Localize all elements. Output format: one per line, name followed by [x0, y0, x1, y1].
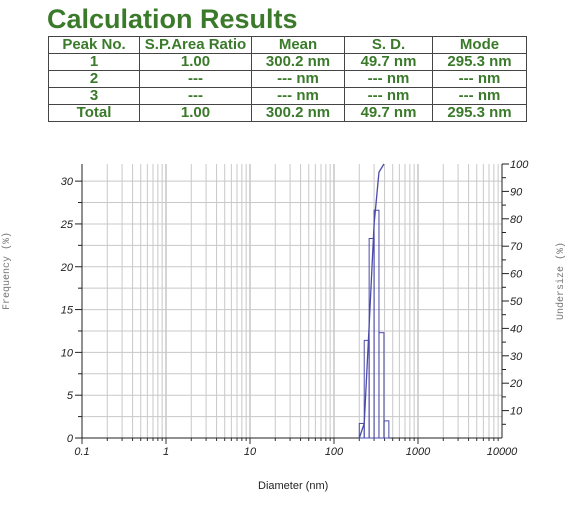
x-tick-label: 100: [325, 446, 344, 458]
histogram-bar: [363, 339, 370, 439]
table-cell: 1.00: [139, 53, 252, 71]
results-table: Peak No. S.P.Area Ratio Mean S. D. Mode …: [48, 36, 527, 122]
x-tick-label: 0.1: [74, 446, 89, 458]
chart-svg: 0 5 10 15 20 25 30 10 20 30 40 50 60 70 80 90 100 0.1 1 10 1…: [60, 159, 529, 458]
y-tick-label-left: 5: [67, 390, 74, 402]
y-tick-label-left: 30: [61, 176, 74, 188]
column-header: Mean: [251, 36, 345, 54]
table-cell: 300.2 nm: [251, 104, 345, 122]
y-tick-label-right: 80: [510, 214, 523, 226]
y-tick-label-right: 60: [510, 269, 523, 281]
column-header: S.P.Area Ratio: [139, 36, 252, 54]
table-cell: --- nm: [344, 70, 433, 88]
y-tick-label-right: 10: [510, 406, 523, 418]
table-cell: 2: [48, 70, 140, 88]
x-tick-label: 1: [163, 446, 169, 458]
y-tick-label-right: 20: [509, 378, 523, 390]
table-cell: ---: [139, 70, 252, 88]
table-header-row: Peak No. S.P.Area Ratio Mean S. D. Mode: [48, 36, 527, 54]
column-header: Mode: [432, 36, 527, 54]
size-distribution-chart: 0 5 10 15 20 25 30 10 20 30 40 50 60 70 80 90 100 0.1 1 10 1…: [0, 140, 585, 506]
y-tick-label-right: 40: [510, 323, 523, 335]
y-tick-label-right: 50: [510, 296, 523, 308]
histogram-bar: [378, 332, 385, 439]
table-cell: 295.3 nm: [432, 104, 527, 122]
y-tick-label-left: 20: [60, 262, 74, 274]
table-cell: 1.00: [139, 104, 252, 122]
table-cell: --- nm: [344, 87, 433, 105]
undersize-curve: [358, 163, 385, 439]
table-cell: --- nm: [432, 70, 527, 88]
y-tick-label-right: 90: [510, 186, 523, 198]
table-cell: 295.3 nm: [432, 53, 527, 71]
column-header: S. D.: [344, 36, 433, 54]
table-cell: 300.2 nm: [251, 53, 345, 71]
table-cell: 1: [48, 53, 140, 71]
table-cell: --- nm: [432, 87, 527, 105]
x-axis-label: Diameter (nm): [258, 480, 329, 492]
table-row: 2 --- --- nm --- nm --- nm: [48, 70, 527, 88]
table-cell: 49.7 nm: [344, 104, 433, 122]
y-axis-left-label: Frequency (%): [2, 231, 13, 310]
y-axis-right-label: Undersize (%): [556, 241, 567, 320]
table-cell: Total: [48, 104, 140, 122]
table-cell: 3: [48, 87, 140, 105]
table-row: Total 1.00 300.2 nm 49.7 nm 295.3 nm: [48, 104, 527, 122]
histogram-bar: [383, 420, 390, 439]
x-tick-label: 10: [244, 446, 257, 458]
column-header: Peak No.: [48, 36, 140, 54]
y-tick-label-left: 25: [60, 219, 74, 231]
table-cell: --- nm: [251, 70, 345, 88]
x-tick-label: 1000: [406, 446, 431, 458]
histogram-bar: [373, 209, 380, 439]
y-tick-label-left: 10: [61, 347, 74, 359]
y-tick-label-left: 0: [67, 433, 74, 445]
y-tick-label-left: 15: [61, 305, 74, 317]
table-cell: ---: [139, 87, 252, 105]
table-row: 1 1.00 300.2 nm 49.7 nm 295.3 nm: [48, 53, 527, 71]
page-title: Calculation Results: [47, 4, 298, 34]
table-cell: 49.7 nm: [344, 53, 433, 71]
y-tick-label-right: 30: [510, 351, 523, 363]
y-tick-label-right: 70: [510, 241, 523, 253]
x-tick-label: 10000: [487, 446, 518, 458]
table-cell: --- nm: [251, 87, 345, 105]
table-row: 3 --- --- nm --- nm --- nm: [48, 87, 527, 105]
y-tick-label-right: 100: [510, 159, 529, 171]
